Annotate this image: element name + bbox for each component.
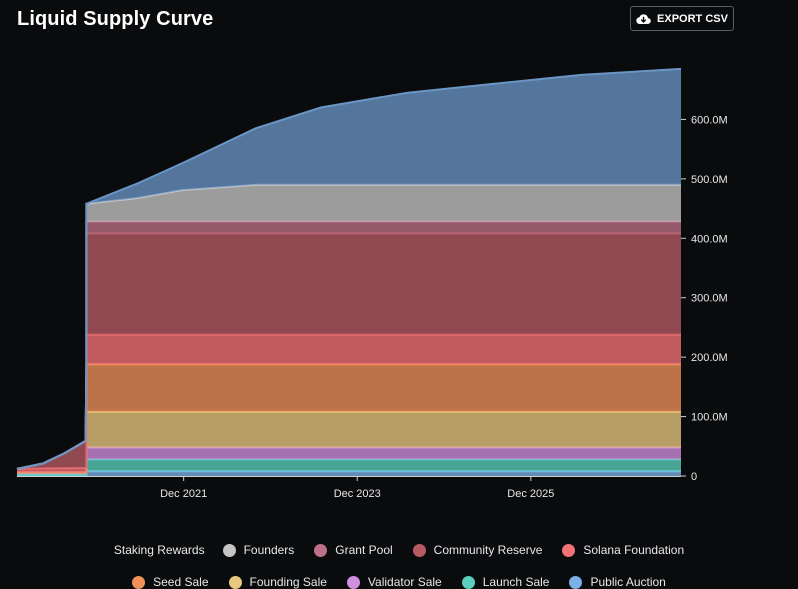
legend-label: Staking Rewards [113, 543, 205, 557]
legend-swatch [562, 543, 576, 557]
legend-swatch [222, 543, 236, 557]
area-seed-sale[interactable] [17, 364, 681, 473]
y-tick-label: 300.0M [691, 293, 728, 305]
legend-label: Founding Sale [249, 575, 327, 589]
line-staking-rewards [16, 67, 682, 470]
legend-label: Public Auction [590, 575, 666, 589]
legend-item-community-reserve[interactable]: Community Reserve [412, 543, 543, 557]
legend-swatch [228, 575, 242, 589]
legend-item-staking-rewards[interactable]: Staking Rewards [114, 543, 205, 557]
legend-item-founders[interactable]: Founders [222, 543, 295, 557]
chart-title: Liquid Supply Curve [17, 8, 214, 30]
x-tick-label: Dec 2023 [334, 488, 381, 500]
y-tick-label: 600.0M [691, 114, 728, 126]
y-tick-label: 400.0M [691, 233, 728, 245]
legend-item-validator-sale[interactable]: Validator Sale [346, 575, 442, 589]
y-tick-label: 200.0M [691, 352, 728, 364]
legend-swatch [569, 575, 583, 589]
area-community-reserve[interactable] [17, 233, 681, 469]
export-csv-button[interactable]: EXPORT CSV [630, 6, 734, 31]
legend-item-solana-foundation[interactable]: Solana Foundation [562, 543, 684, 557]
area-series-group [16, 67, 682, 477]
area-validator-sale[interactable] [17, 447, 681, 475]
legend-label: Grant Pool [335, 543, 393, 557]
legend-item-public-auction[interactable]: Public Auction [569, 575, 666, 589]
legend-swatch [346, 575, 360, 589]
area-founders[interactable] [17, 184, 681, 469]
area-public-auction[interactable] [17, 471, 681, 476]
legend-swatch [132, 575, 146, 589]
legend-label: Community Reserve [433, 543, 543, 557]
legend-item-founding-sale[interactable]: Founding Sale [228, 575, 327, 589]
area-founding-sale[interactable] [17, 411, 681, 473]
legend-swatch [461, 575, 475, 589]
y-tick-label: 500.0M [691, 174, 728, 186]
y-tick-label: 100.0M [691, 412, 728, 424]
y-tick-label: 0 [691, 471, 697, 483]
area-solana-foundation[interactable] [17, 334, 681, 473]
area-staking-rewards[interactable] [17, 68, 681, 469]
legend-item-grant-pool[interactable]: Grant Pool [314, 543, 393, 557]
x-tick-label: Dec 2021 [160, 488, 207, 500]
area-launch-sale[interactable] [17, 459, 681, 476]
legend-item-launch-sale[interactable]: Launch Sale [461, 575, 550, 589]
legend-label: Launch Sale [482, 575, 550, 589]
x-tick-label: Dec 2025 [507, 488, 554, 500]
legend-item-seed-sale[interactable]: Seed Sale [132, 575, 209, 589]
y-axis: 0 100.0M 200.0M 300.0M 400.0M 500.0M 600.0M [681, 114, 728, 483]
legend-label: Founders [243, 543, 295, 557]
legend-label: Solana Foundation [583, 543, 685, 557]
legend-label: Validator Sale [367, 575, 442, 589]
cloud-download-icon [636, 13, 651, 24]
legend-swatch [314, 543, 328, 557]
legend-swatch [412, 543, 426, 557]
legend-row: Staking Rewards Founders Grant Pool Communi… [0, 543, 798, 557]
export-csv-label: EXPORT CSV [657, 12, 728, 25]
x-axis: Dec 2021 Dec 2023 Dec 2025 [17, 476, 681, 500]
legend-label: Seed Sale [153, 575, 209, 589]
legend-row: Seed Sale Founding Sale Validator Sale Laun… [0, 575, 798, 589]
